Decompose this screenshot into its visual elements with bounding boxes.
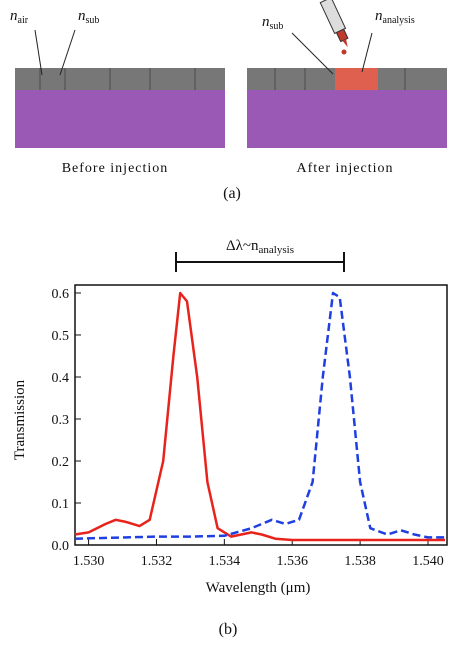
caption: Before injection	[62, 161, 169, 176]
x-tick-label: 1.530	[73, 554, 105, 569]
y-tick-label: 0.0	[52, 539, 70, 554]
droplet	[341, 49, 347, 55]
y-tick-label: 0.1	[52, 497, 70, 512]
label-subscript: sub	[270, 21, 284, 32]
label-symbol: n	[262, 14, 270, 30]
y-tick-label: 0.6	[52, 287, 70, 302]
label: nair	[10, 8, 29, 26]
label-symbol: n	[78, 8, 86, 24]
plot: 0.0 0.1 0.2 0.3 0.4 0.5 0.6 1.530 1.532 1.534 1.53…	[52, 284, 448, 569]
label: nanalysis	[375, 8, 415, 26]
x-axis-label: Wavelength (μm)	[206, 580, 311, 596]
y-tick-label: 0.3	[52, 413, 70, 428]
annotation-text: Δλ~n	[226, 238, 259, 254]
panel-label: (b)	[219, 621, 238, 638]
x-tick-label: 1.532	[141, 554, 173, 569]
series-line	[74, 291, 445, 540]
analyte-region	[335, 68, 378, 90]
y-axis-label: Transmission	[12, 379, 28, 460]
pipette	[319, 0, 349, 48]
y-tick-label: 0.4	[52, 371, 70, 386]
x-tick-label: 1.540	[412, 554, 444, 569]
label-subscript: air	[18, 15, 29, 26]
substrate-layer	[15, 68, 225, 90]
label-subscript: analysis	[383, 15, 415, 26]
label: nsub	[78, 8, 99, 26]
plot-frame	[74, 284, 448, 546]
y-tick-label: 0.2	[52, 455, 70, 470]
diagram-after	[247, 0, 447, 148]
pointer	[361, 32, 373, 73]
label-symbol: n	[375, 8, 383, 24]
caption: After injection	[296, 161, 393, 176]
annotation-subscript: analysis	[259, 244, 294, 256]
y-tick-label: 0.5	[52, 329, 70, 344]
panel-label: (a)	[223, 185, 241, 202]
delta-bracket	[175, 252, 345, 272]
base-layer	[15, 90, 225, 148]
label-subscript: sub	[86, 15, 100, 26]
label-symbol: n	[10, 8, 18, 24]
x-tick-label: 1.538	[344, 554, 376, 569]
base-layer	[247, 90, 447, 148]
annotation: Δλ~nanalysis	[226, 238, 294, 256]
pointer	[291, 32, 334, 75]
x-tick-label: 1.534	[209, 554, 241, 569]
label: nsub	[262, 14, 283, 32]
series-line	[74, 291, 445, 542]
x-tick-label: 1.536	[276, 554, 308, 569]
diagram-before	[15, 29, 225, 148]
pointer	[34, 29, 43, 76]
pointer	[59, 29, 76, 76]
